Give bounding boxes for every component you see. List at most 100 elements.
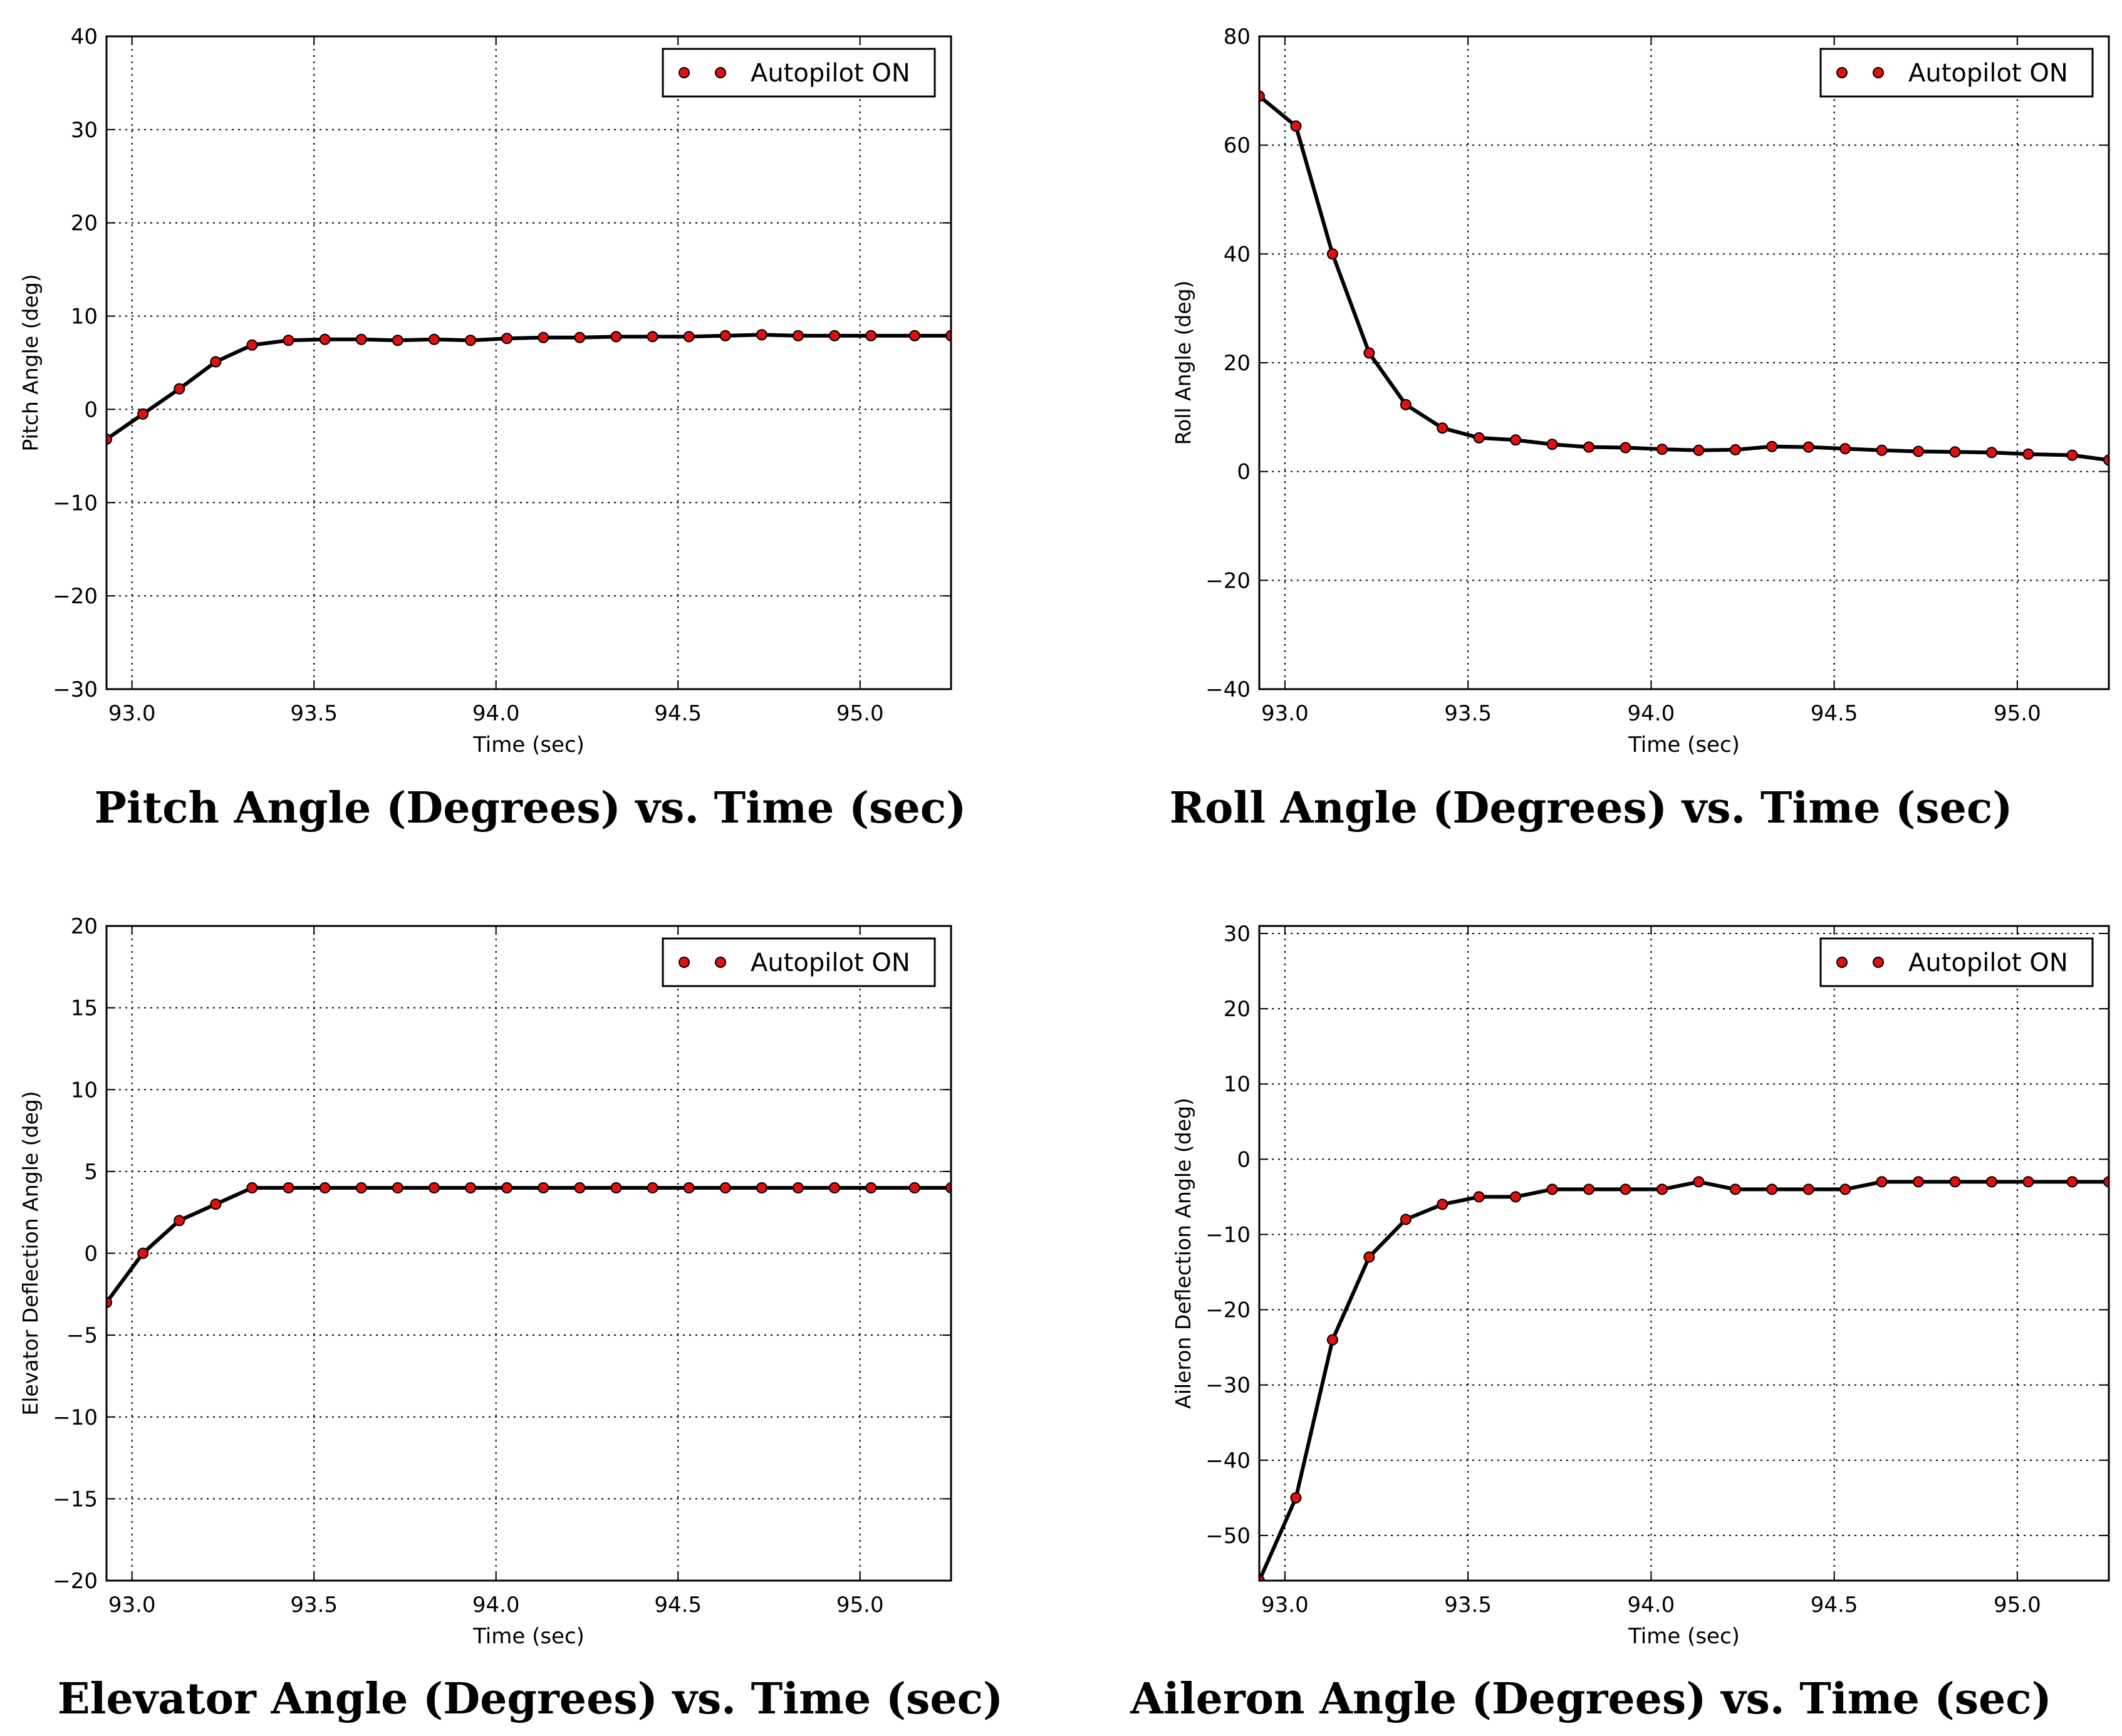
roll-xtick-label: 95.0 — [1994, 701, 2041, 726]
elevator-ytick-label: −20 — [53, 1569, 98, 1594]
caption-elevator: Elevator Angle (Degrees) vs. Time (sec) — [57, 1674, 1004, 1724]
pitch-xtick-label: 93.0 — [108, 701, 156, 726]
aileron-legend-label: Autopilot ON — [1908, 949, 2068, 977]
chart-pitch: 93.0 93.5 94.0 94.5 95.0 −30 −20 −10 0 10 20 30 40 Ti… — [18, 24, 952, 757]
aileron-point — [1437, 1198, 1448, 1210]
aileron-point — [1326, 1334, 1338, 1346]
roll-point — [1473, 432, 1485, 444]
aileron-xtick-label: 94.5 — [1811, 1593, 1858, 1618]
pitch-point — [428, 333, 440, 345]
aileron-ytick-label: 30 — [1224, 922, 1251, 947]
elevator-legend-marker — [679, 957, 690, 968]
elevator-point — [865, 1182, 877, 1193]
aileron-point — [1839, 1183, 1851, 1195]
aileron-point — [1510, 1191, 1522, 1203]
chart-aileron: 93.0 93.5 94.0 94.5 95.0 −50 −40 −30 −20 −10 0 10 20… — [1171, 922, 2110, 1649]
pitch-axes-frame — [105, 35, 952, 690]
aileron-legend-marker — [1836, 957, 1848, 968]
roll-point — [1583, 441, 1595, 453]
aileron-point — [2066, 1176, 2078, 1188]
pitch-ytick-label: 40 — [71, 24, 98, 49]
pitch-legend-box — [662, 48, 936, 98]
elevator-point — [137, 1247, 149, 1259]
elevator-legend-label: Autopilot ON — [751, 949, 910, 977]
roll-point — [2066, 449, 2078, 461]
roll-point — [1656, 444, 1668, 455]
roll-point — [1949, 446, 1961, 458]
aileron-point — [1729, 1183, 1741, 1195]
aileron-ytick-label: −40 — [1205, 1448, 1251, 1474]
aileron-xtick-label: 93.5 — [1444, 1593, 1492, 1618]
pitch-ytick-label: 30 — [71, 118, 98, 143]
pitch-point — [719, 330, 731, 341]
elevator-point — [538, 1182, 549, 1193]
pitch-xtick-label: 93.5 — [290, 701, 338, 726]
pitch-ytick-label: −30 — [53, 677, 98, 702]
pitch-markers — [107, 329, 951, 445]
aileron-point — [1656, 1183, 1668, 1195]
aileron-point — [1290, 1492, 1302, 1504]
pitch-point — [174, 383, 185, 395]
elevator-point — [792, 1182, 804, 1193]
aileron-point — [2022, 1176, 2034, 1188]
elevator-legend: Autopilot ON — [662, 937, 936, 987]
roll-legend-box — [1819, 48, 2094, 98]
pitch-point — [574, 331, 586, 343]
pitch-legend-marker — [679, 67, 690, 78]
aileron-axes-frame — [1258, 925, 2110, 1582]
pitch-point — [683, 331, 695, 343]
caption-pitch: Pitch Angle (Degrees) vs. Time (sec) — [94, 783, 967, 833]
aileron-ytick-label: 20 — [1224, 997, 1251, 1022]
roll-point — [1437, 422, 1448, 434]
aileron-point — [1766, 1183, 1778, 1195]
elevator-point — [683, 1182, 695, 1193]
elevator-ytick-label: 10 — [71, 1078, 98, 1103]
aileron-xlabel: Time (sec) — [1628, 1624, 1740, 1649]
elevator-xtick-label: 94.5 — [654, 1593, 702, 1618]
aileron-point — [1363, 1251, 1375, 1263]
roll-point — [1802, 441, 1814, 453]
aileron-point — [1400, 1214, 1412, 1225]
aileron-point — [1949, 1176, 1961, 1188]
roll-ytick-label: 60 — [1224, 133, 1251, 159]
roll-point — [1546, 439, 1558, 450]
aileron-ylabel: Aileron Deflection Angle (deg) — [1171, 1098, 1195, 1409]
roll-ytick-label: 80 — [1224, 24, 1251, 49]
aileron-ytick-label: 10 — [1224, 1072, 1251, 1097]
elevator-point — [945, 1182, 951, 1193]
pitch-xtick-label: 95.0 — [836, 701, 884, 726]
roll-point — [1259, 90, 1265, 102]
aileron-markers — [1259, 1176, 2109, 1581]
pitch-legend-marker — [715, 67, 726, 78]
roll-markers — [1259, 90, 2109, 466]
chart-elevator: 93.0 93.5 94.0 94.5 95.0 −20 −15 −10 −5 0 5 10 15 20 T… — [18, 914, 952, 1649]
chart-roll: 93.0 93.5 94.0 94.5 95.0 −40 −20 0 20 40 60 80 Time … — [1171, 24, 2110, 757]
pitch-ytick-label: −10 — [53, 491, 98, 516]
roll-legend-marker — [1836, 67, 1848, 78]
elevator-legend-box — [662, 937, 936, 987]
pitch-xtick-label: 94.5 — [654, 701, 702, 726]
elevator-xtick-label: 93.5 — [290, 1593, 338, 1618]
aileron-point — [1913, 1176, 1925, 1188]
elevator-point — [210, 1198, 222, 1210]
pitch-point — [137, 408, 149, 420]
elevator-point — [465, 1182, 477, 1193]
elevator-point — [719, 1182, 731, 1193]
pitch-series-line — [107, 333, 951, 441]
aileron-point — [2103, 1176, 2109, 1188]
aileron-ytick-label: −10 — [1205, 1222, 1251, 1247]
elevator-ylabel: Elevator Deflection Angle (deg) — [18, 1091, 43, 1415]
pitch-ytick-label: 10 — [71, 304, 98, 330]
elevator-ytick-label: 5 — [84, 1160, 98, 1185]
caption-aileron: Aileron Angle (Degrees) vs. Time (sec) — [1130, 1674, 2052, 1724]
pitch-point — [319, 333, 331, 345]
roll-point — [1913, 445, 1925, 457]
roll-point — [1693, 444, 1705, 456]
roll-ytick-label: 0 — [1237, 460, 1251, 485]
aileron-point — [1802, 1183, 1814, 1195]
pitch-point — [610, 331, 622, 343]
roll-legend-label: Autopilot ON — [1908, 59, 2068, 88]
roll-xtick-label: 94.0 — [1628, 701, 1675, 726]
roll-ytick-label: 40 — [1224, 242, 1251, 267]
roll-point — [1326, 248, 1338, 260]
